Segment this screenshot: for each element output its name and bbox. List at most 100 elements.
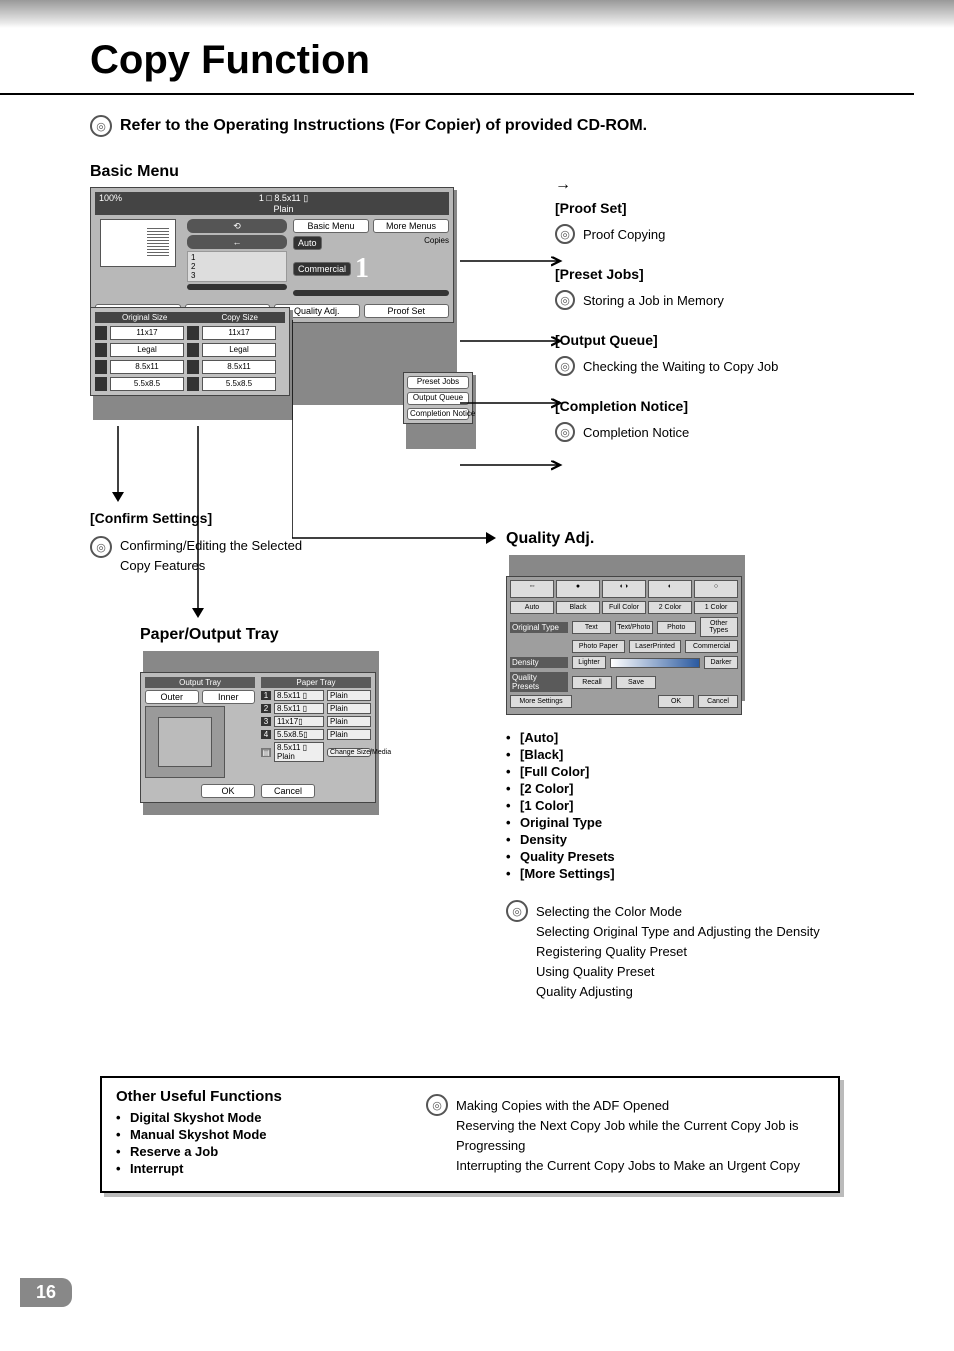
cd-icon [90, 536, 112, 558]
mode-icon[interactable]: ○ [694, 580, 738, 598]
size-cell[interactable]: 5.5x8.5 [110, 377, 184, 391]
other-note: Making Copies with the ADF Opened [456, 1098, 669, 1113]
otype[interactable]: Other Types [700, 617, 739, 637]
cancel-button[interactable]: Cancel [698, 695, 738, 708]
other-bullet: Reserve a Job [116, 1143, 386, 1160]
tray-type: Plain [327, 703, 371, 714]
preset-jobs-sub: Storing a Job in Memory [583, 293, 724, 308]
size-cell[interactable]: 5.5x8.5 [202, 377, 276, 391]
size-cell[interactable]: 8.5x11 [110, 360, 184, 374]
size-cell[interactable]: Legal [202, 343, 276, 357]
proof-set-sub: Proof Copying [583, 227, 665, 242]
basic-menu-tab[interactable]: Basic Menu [293, 219, 369, 233]
otype[interactable]: Photo [657, 621, 696, 634]
other-note: Reserving the Next Copy Job while the Cu… [456, 1116, 824, 1156]
tray-num: 1 [261, 691, 271, 700]
qa-bullet: Density [506, 831, 826, 848]
mode-icon[interactable]: ◦◦ [510, 580, 554, 598]
output-queue-button[interactable]: Output Queue [407, 392, 469, 405]
commercial-chip[interactable]: Commercial [293, 262, 351, 276]
qa-bullet: [Full Color] [506, 763, 826, 780]
tray-size[interactable]: 8.5x11 ▯ [274, 690, 324, 701]
darker-button[interactable]: Darker [704, 656, 738, 669]
preset-jobs-button[interactable]: Preset Jobs [407, 376, 469, 389]
mode-fullcolor[interactable]: Full Color [602, 601, 646, 614]
change-size-button[interactable]: Change Size/Media [327, 748, 371, 757]
other-note: Interrupting the Current Copy Jobs to Ma… [456, 1156, 824, 1176]
paper-panel: Output Tray Outer Inner Paper Tray 18.5x… [140, 672, 376, 803]
mode-icon[interactable]: ● [556, 580, 600, 598]
tray-size[interactable]: 11x17▯ [274, 716, 324, 727]
mode-icon[interactable]: ◐ [648, 580, 692, 598]
output-queue-sub: Checking the Waiting to Copy Job [583, 359, 778, 374]
quality-bullet-list: [Auto] [Black] [Full Color] [2 Color] [1… [506, 729, 826, 882]
cd-icon [90, 115, 112, 137]
more-settings-button[interactable]: More Settings [510, 695, 572, 708]
density-slider[interactable] [610, 658, 700, 668]
size-cell[interactable]: Legal [110, 343, 184, 357]
cd-icon [506, 900, 528, 922]
other-bullet: Interrupt [116, 1160, 386, 1177]
page-number: 16 [20, 1278, 72, 1307]
otype[interactable]: Photo Paper [572, 640, 625, 653]
tray-type: Plain [327, 729, 371, 740]
preset-panel: Preset Jobs Output Queue Completion Noti… [403, 372, 473, 424]
confirm-settings-title: [Confirm Settings] [90, 510, 310, 526]
size-cell[interactable]: 11x17 [202, 326, 276, 340]
tray-size[interactable]: 5.5x8.5▯ [274, 729, 324, 740]
tray-num: 3 [261, 717, 271, 726]
qa-note: Using Quality Preset [536, 962, 826, 982]
qa-note: Selecting the Color Mode [536, 904, 682, 919]
qa-note: Registering Quality Preset [536, 942, 826, 962]
density-label: Density [510, 657, 568, 668]
proof-set-button[interactable]: Proof Set [364, 304, 450, 318]
completion-notice-title: [Completion Notice] [555, 398, 895, 414]
completion-notice-button[interactable]: Completion Notice [407, 408, 469, 421]
other-title: Other Useful Functions [116, 1088, 386, 1105]
otype[interactable]: Commercial [685, 640, 738, 653]
original-size-header: Original Size [122, 313, 167, 322]
tray-type: Plain [327, 716, 371, 727]
basic-menu-panel: 100% 1 □ 8.5x11 ▯ Plain ⟲ ← 123 [90, 187, 454, 323]
paper-size-label: 1 □ 8.5x11 ▯ [259, 193, 308, 203]
otype[interactable]: LaserPrinted [629, 640, 682, 653]
cancel-button[interactable]: Cancel [261, 784, 315, 798]
qa-bullet: Original Type [506, 814, 826, 831]
other-functions-box: Other Useful Functions Digital Skyshot M… [100, 1076, 840, 1193]
paper-tray-header: Paper Tray [261, 677, 371, 688]
mode-auto[interactable]: Auto [510, 601, 554, 614]
bypass-size[interactable]: 8.5x11 ▯ Plain [274, 742, 324, 762]
preset-jobs-title: [Preset Jobs] [555, 266, 895, 282]
completion-notice-sub: Completion Notice [583, 425, 689, 440]
outer-button[interactable]: Outer [145, 690, 199, 704]
cd-icon [555, 224, 575, 244]
proof-set-title: [Proof Set] [555, 200, 895, 216]
quality-presets-label: Quality Presets [510, 672, 568, 692]
mode-1color[interactable]: 1 Color [694, 601, 738, 614]
save-button[interactable]: Save [616, 676, 656, 689]
paper-heading: Paper/Output Tray [140, 626, 376, 644]
other-bullet: Digital Skyshot Mode [116, 1109, 386, 1126]
lighter-button[interactable]: Lighter [572, 656, 606, 669]
more-menus-tab[interactable]: More Menus [373, 219, 449, 233]
arrow-chip-icon: ⟲ [187, 219, 287, 233]
otype[interactable]: Text/Photo [615, 621, 654, 634]
printer-icon [145, 706, 225, 778]
output-tray-header: Output Tray [145, 677, 255, 688]
zoom-label: 100% [99, 193, 122, 214]
auto-chip[interactable]: Auto [293, 236, 322, 250]
size-cell[interactable]: 11x17 [110, 326, 184, 340]
tray-size[interactable]: 8.5x11 ▯ [274, 703, 324, 714]
ok-button[interactable]: OK [658, 695, 694, 708]
mode-2color[interactable]: 2 Color [648, 601, 692, 614]
size-cell[interactable]: 8.5x11 [202, 360, 276, 374]
mode-black[interactable]: Black [556, 601, 600, 614]
ok-button[interactable]: OK [201, 784, 255, 798]
recall-button[interactable]: Recall [572, 676, 612, 689]
copies-number: 1 [355, 253, 369, 285]
qa-bullet: [1 Color] [506, 797, 826, 814]
mode-icon[interactable]: ◐◑ [602, 580, 646, 598]
otype[interactable]: Text [572, 621, 611, 634]
inner-button[interactable]: Inner [202, 690, 256, 704]
cd-icon [555, 422, 575, 442]
